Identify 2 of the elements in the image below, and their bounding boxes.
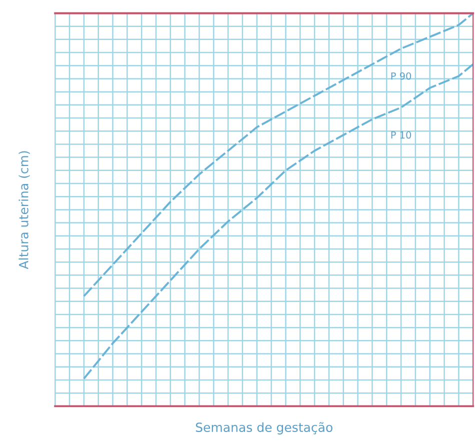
y-axis-title: Altura uterina (cm) <box>18 151 30 270</box>
x-axis-title: Semanas de gestação <box>196 422 332 434</box>
